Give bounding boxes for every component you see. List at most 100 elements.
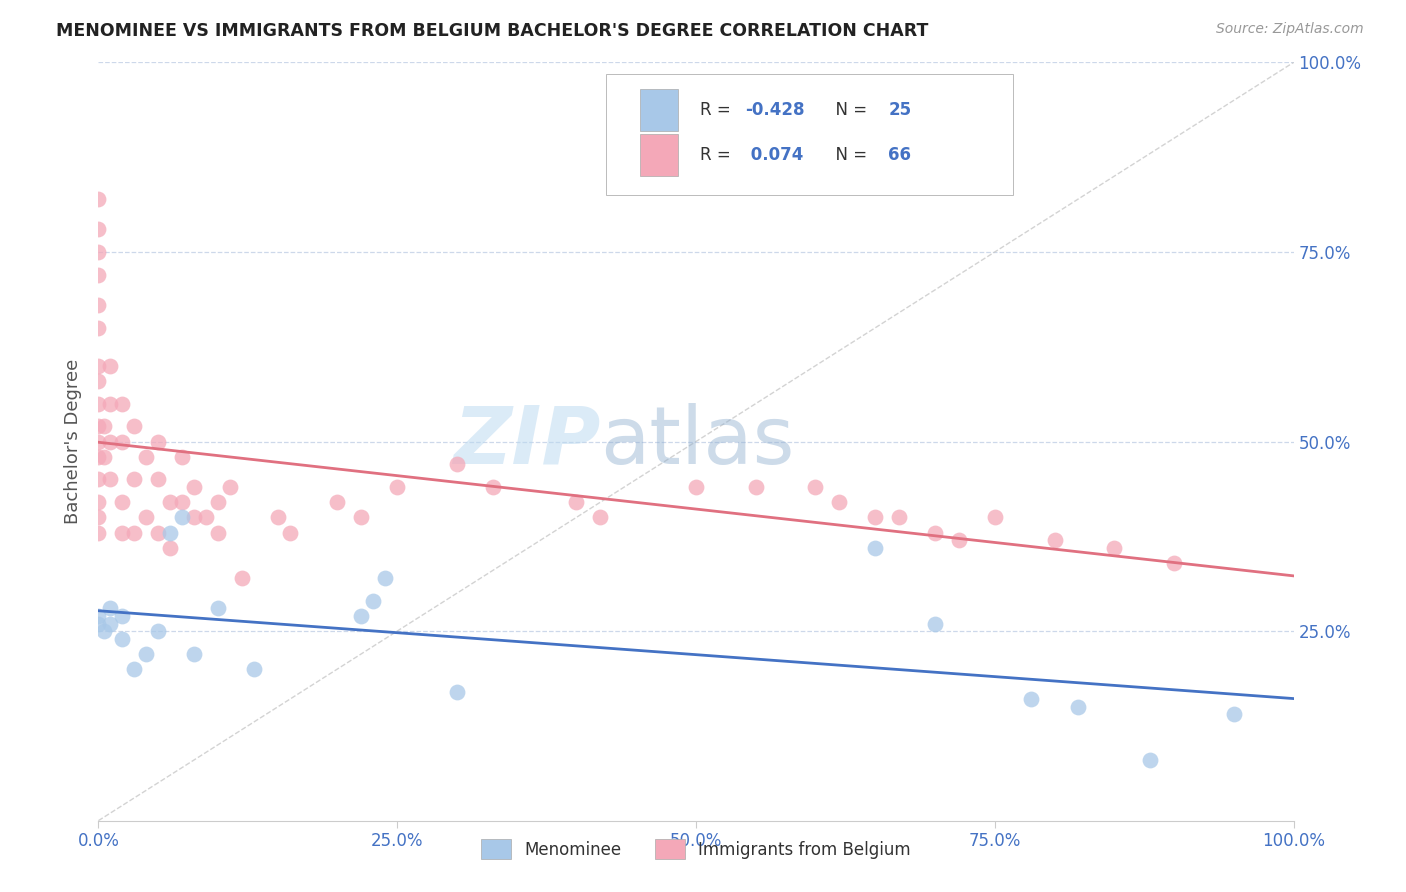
- Point: [219, 480, 242, 494]
- Point: [1163, 556, 1185, 570]
- Point: [865, 541, 887, 555]
- Point: [87, 434, 110, 449]
- Point: [172, 510, 194, 524]
- Text: 25: 25: [889, 101, 911, 119]
- Text: R =: R =: [700, 101, 735, 119]
- Point: [93, 450, 115, 464]
- Point: [948, 533, 970, 548]
- Point: [889, 510, 911, 524]
- Point: [828, 495, 851, 509]
- Point: [207, 525, 229, 540]
- Point: [589, 510, 612, 524]
- Point: [1139, 753, 1161, 767]
- Point: [924, 616, 946, 631]
- Point: [267, 510, 290, 524]
- Point: [350, 608, 373, 623]
- Text: 0.074: 0.074: [745, 146, 803, 164]
- Point: [87, 320, 110, 334]
- Point: [565, 495, 588, 509]
- Text: N =: N =: [825, 101, 872, 119]
- Point: [135, 647, 157, 661]
- Point: [111, 608, 134, 623]
- Point: [865, 510, 887, 524]
- Point: [93, 419, 115, 434]
- Point: [148, 624, 170, 639]
- Point: [135, 510, 157, 524]
- Point: [685, 480, 707, 494]
- Point: [98, 601, 122, 615]
- Point: [207, 601, 229, 615]
- Point: [87, 419, 110, 434]
- Bar: [640, 89, 678, 130]
- Point: [111, 525, 134, 540]
- Point: [87, 608, 110, 623]
- Point: [98, 434, 122, 449]
- Point: [1043, 533, 1066, 548]
- Point: [159, 495, 181, 509]
- Text: N =: N =: [825, 146, 872, 164]
- Point: [87, 616, 110, 631]
- Point: [278, 525, 301, 540]
- Point: [98, 473, 122, 487]
- Point: [326, 495, 349, 509]
- Point: [231, 571, 253, 585]
- Point: [87, 222, 110, 236]
- Point: [374, 571, 396, 585]
- Bar: [640, 135, 678, 177]
- Point: [1104, 541, 1126, 555]
- Point: [148, 473, 170, 487]
- FancyBboxPatch shape: [606, 74, 1012, 195]
- Point: [87, 298, 110, 312]
- Point: [124, 525, 146, 540]
- Point: [350, 510, 373, 524]
- Text: atlas: atlas: [600, 402, 794, 481]
- Point: [363, 594, 385, 608]
- Point: [195, 510, 218, 524]
- Point: [446, 458, 468, 472]
- Point: [87, 268, 110, 282]
- Point: [98, 396, 122, 410]
- Point: [1223, 707, 1246, 722]
- Point: [446, 685, 468, 699]
- Text: MENOMINEE VS IMMIGRANTS FROM BELGIUM BACHELOR'S DEGREE CORRELATION CHART: MENOMINEE VS IMMIGRANTS FROM BELGIUM BAC…: [56, 22, 928, 40]
- Point: [87, 450, 110, 464]
- Point: [98, 359, 122, 373]
- Point: [87, 359, 110, 373]
- Point: [124, 662, 146, 676]
- Point: [1019, 692, 1042, 706]
- Point: [87, 495, 110, 509]
- Point: [159, 541, 181, 555]
- Point: [87, 510, 110, 524]
- Point: [111, 396, 134, 410]
- Point: [87, 244, 110, 259]
- Point: [183, 480, 205, 494]
- Point: [148, 525, 170, 540]
- Text: Source: ZipAtlas.com: Source: ZipAtlas.com: [1216, 22, 1364, 37]
- Point: [93, 624, 115, 639]
- Point: [183, 647, 205, 661]
- Text: ZIP: ZIP: [453, 402, 600, 481]
- Point: [87, 374, 110, 388]
- Point: [124, 473, 146, 487]
- Point: [159, 525, 181, 540]
- Point: [172, 495, 194, 509]
- Point: [87, 473, 110, 487]
- Point: [1067, 699, 1090, 714]
- Point: [111, 632, 134, 646]
- Point: [804, 480, 827, 494]
- Point: [135, 450, 157, 464]
- Text: R =: R =: [700, 146, 735, 164]
- Point: [924, 525, 946, 540]
- Point: [87, 192, 110, 206]
- Text: 66: 66: [889, 146, 911, 164]
- Point: [385, 480, 409, 494]
- Point: [207, 495, 229, 509]
- Point: [481, 480, 505, 494]
- Point: [87, 525, 110, 540]
- Point: [172, 450, 194, 464]
- Point: [745, 480, 768, 494]
- Point: [243, 662, 266, 676]
- Y-axis label: Bachelor's Degree: Bachelor's Degree: [65, 359, 83, 524]
- Point: [124, 419, 146, 434]
- Point: [984, 510, 1007, 524]
